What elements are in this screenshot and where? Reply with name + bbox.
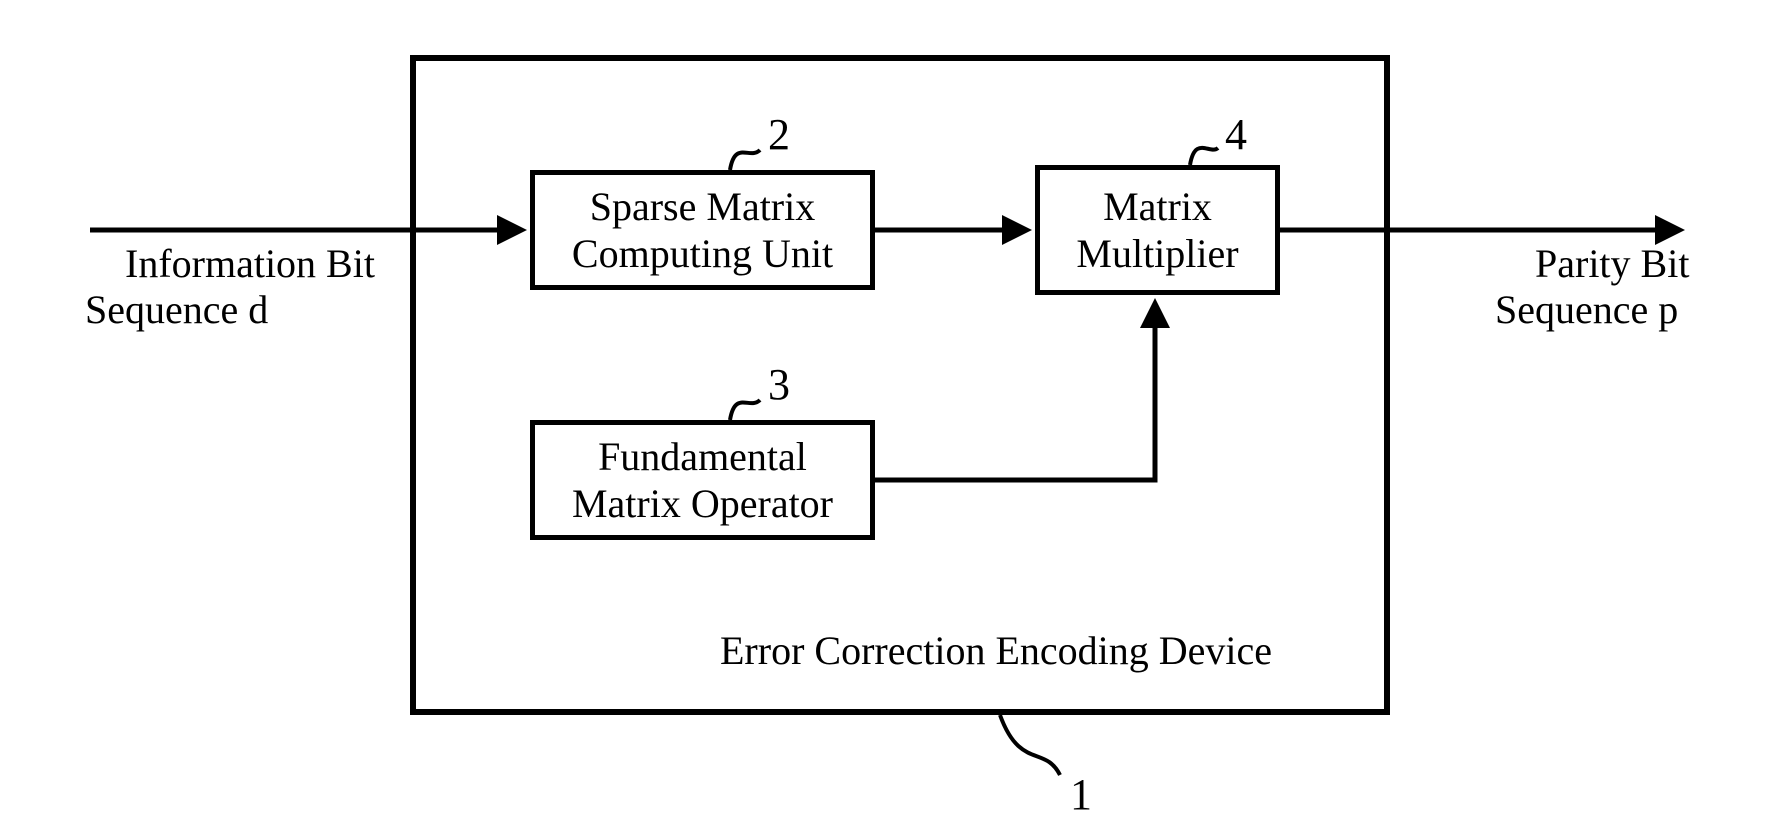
block4-label-l2: Multiplier — [1076, 231, 1238, 276]
block4-label-l1: Matrix — [1103, 184, 1212, 229]
block3-label-l2: Matrix Operator — [572, 481, 833, 526]
ref-number-3: 3 — [768, 360, 790, 411]
output-label: Parity BitSequence p — [1495, 195, 1689, 379]
output-label-l1: Parity Bit — [1535, 241, 1689, 286]
block2-label-l1: Sparse Matrix — [590, 184, 816, 229]
input-label: Information BitSequence d — [85, 195, 375, 379]
ref-number-4: 4 — [1225, 110, 1247, 161]
ref-number-2: 2 — [768, 110, 790, 161]
diagram-canvas: Sparse Matrix Computing Unit Fundamental… — [0, 0, 1773, 835]
block-fundamental-matrix: Fundamental Matrix Operator — [530, 420, 875, 540]
block2-label-l2: Computing Unit — [572, 231, 833, 276]
input-label-l2: Sequence d — [85, 287, 268, 332]
device-label: Error Correction Encoding Device — [720, 628, 1272, 674]
ref-number-1: 1 — [1070, 770, 1092, 821]
output-label-l2: Sequence p — [1495, 287, 1678, 332]
input-label-l1: Information Bit — [125, 241, 375, 286]
block-sparse-matrix: Sparse Matrix Computing Unit — [530, 170, 875, 290]
block-matrix-multiplier: Matrix Multiplier — [1035, 165, 1280, 295]
block3-label-l1: Fundamental — [598, 434, 807, 479]
